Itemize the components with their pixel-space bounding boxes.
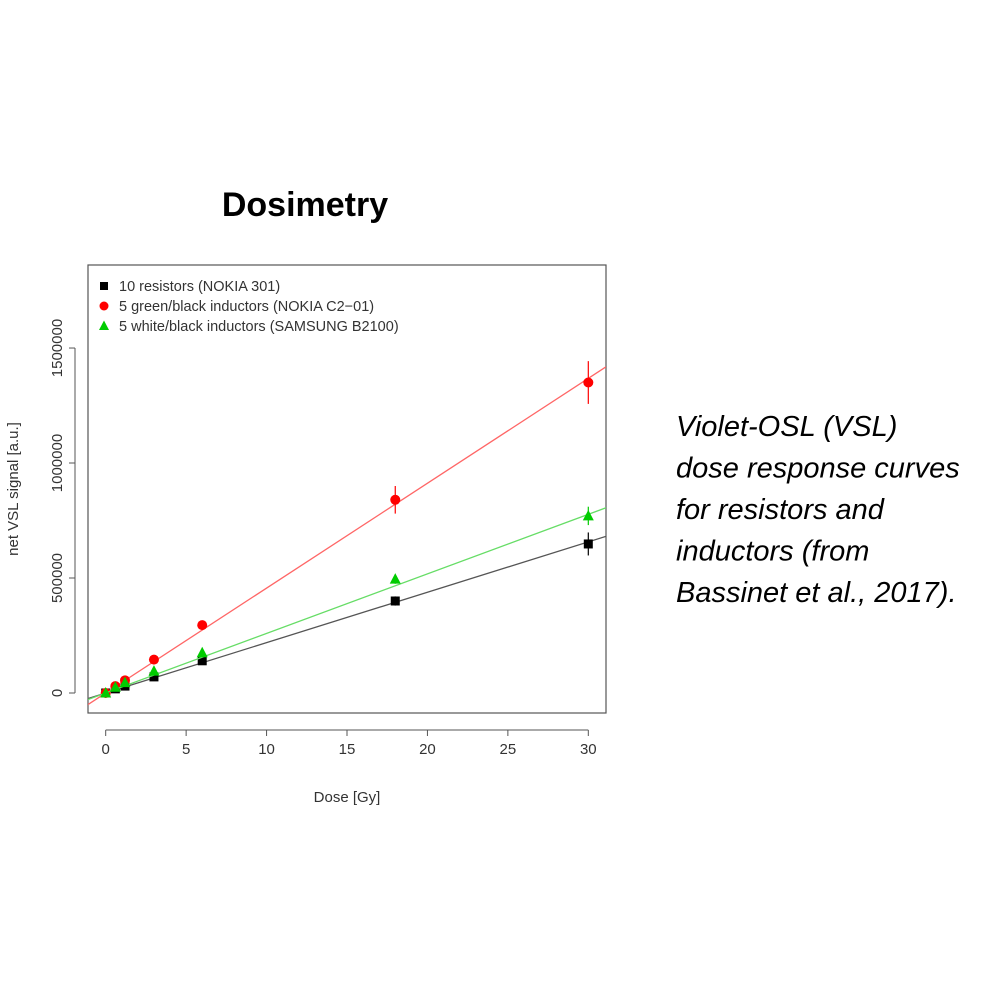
- caption-line: Violet-OSL (VSL): [676, 411, 897, 443]
- fit-line: [88, 366, 606, 706]
- y-tick-label: 1000000: [49, 434, 66, 492]
- point: [197, 656, 207, 666]
- point: [390, 494, 401, 505]
- x-tick-label: 0: [102, 741, 110, 758]
- legend-marker: [100, 282, 108, 290]
- point: [390, 596, 400, 606]
- y-tick-label: 0: [49, 689, 66, 697]
- point: [148, 665, 160, 676]
- fit-line: [88, 535, 606, 700]
- point: [196, 646, 208, 658]
- caption-line: dose response curves: [676, 453, 960, 485]
- legend-marker: [99, 320, 109, 330]
- y-tick-label: 1500000: [49, 319, 66, 377]
- chart-title: Dosimetry: [222, 186, 388, 224]
- caption-line: Bassinet et al., 2017).: [676, 577, 957, 609]
- x-tick-label: 5: [182, 741, 190, 758]
- x-tick-label: 10: [258, 741, 275, 758]
- y-axis-label: net VSL signal [a.u.]: [5, 422, 22, 556]
- point: [197, 620, 208, 631]
- legend-label: 10 resistors (NOKIA 301): [119, 279, 280, 295]
- point: [149, 672, 159, 682]
- x-tick-label: 30: [580, 741, 597, 758]
- x-tick-label: 25: [500, 741, 517, 758]
- y-tick-label: 500000: [49, 553, 66, 603]
- plot-frame: [87, 264, 607, 714]
- fit-line: [88, 507, 606, 701]
- point: [583, 539, 593, 549]
- point: [148, 654, 159, 665]
- legend-marker: [99, 301, 109, 311]
- point: [582, 509, 594, 521]
- x-tick-label: 15: [339, 741, 356, 758]
- x-axis-label: Dose [Gy]: [314, 789, 381, 806]
- legend-label: 5 white/black inductors (SAMSUNG B2100): [119, 319, 399, 335]
- point: [389, 573, 401, 584]
- point: [583, 377, 594, 388]
- point: [109, 681, 121, 692]
- caption-line: for resistors and: [676, 494, 885, 526]
- legend-label: 5 green/black inductors (NOKIA C2−01): [119, 299, 374, 315]
- point: [119, 676, 131, 688]
- x-tick-label: 20: [419, 741, 436, 758]
- point: [100, 686, 112, 698]
- caption-line: inductors (from: [676, 536, 869, 568]
